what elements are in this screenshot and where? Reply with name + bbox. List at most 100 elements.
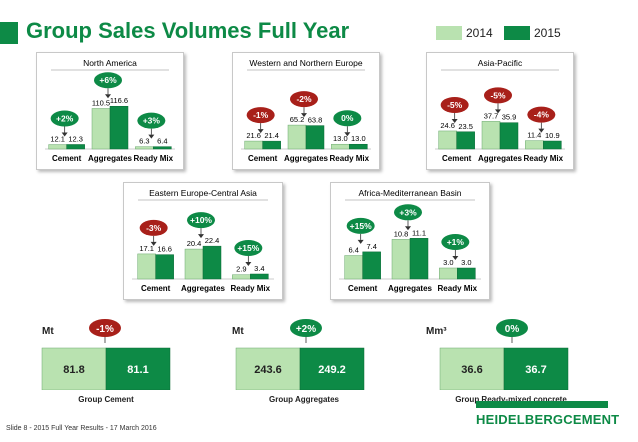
change-badge xyxy=(346,217,375,234)
change-badge-text: -2% xyxy=(296,94,312,104)
group-chart-svg: 243.6 249.2 xyxy=(235,347,365,390)
data-label-2015: 22.4 xyxy=(205,236,220,245)
data-label-2014: 17.1 xyxy=(139,244,154,253)
group-change-badge-svg: -1% xyxy=(89,319,121,343)
unit-group-ready-mix: Mm³ xyxy=(426,326,447,337)
group-value-2015: 81.1 xyxy=(127,364,148,376)
panel-western-northern-europe: Western and Northern Europe 21.6 21.4 Cemen… xyxy=(232,52,380,170)
data-label-2014: 3.0 xyxy=(443,258,453,267)
title-accent-bar xyxy=(0,22,18,44)
change-badge-text: +3% xyxy=(143,116,161,126)
bar-2015 xyxy=(305,125,325,150)
change-badge-text: +15% xyxy=(237,243,259,253)
group-change-badge-svg: 0% xyxy=(496,319,528,343)
unit-group-cement: Mt xyxy=(42,326,54,337)
data-label-2014: 24.6 xyxy=(440,121,455,130)
data-label-2014: 6.4 xyxy=(348,246,358,255)
chart-title: Asia-Pacific xyxy=(478,58,523,68)
data-label-2015: 10.9 xyxy=(545,131,560,140)
unit-group-aggregates: Mt xyxy=(232,326,244,337)
bar-2015 xyxy=(499,122,519,150)
change-badge-text: -5% xyxy=(490,90,506,100)
group-change-badge xyxy=(496,319,528,337)
change-badge xyxy=(246,107,275,124)
change-arrow-head xyxy=(198,234,204,239)
category-label: Cement xyxy=(348,284,378,293)
group-change-badge xyxy=(89,319,121,337)
bar-2014 xyxy=(48,144,67,150)
change-arrow-head xyxy=(538,128,545,133)
bar-2014 xyxy=(391,239,411,280)
bar-2014 xyxy=(91,108,111,150)
change-badge-text: -5% xyxy=(447,100,463,110)
category-label: Ready Mix xyxy=(231,284,271,293)
data-label-2015: 35.9 xyxy=(502,113,517,122)
bar-2015 xyxy=(457,267,476,280)
group-change-text: 0% xyxy=(505,324,520,335)
data-label-2015: 7.4 xyxy=(366,242,376,251)
bar-2015 xyxy=(250,273,269,280)
data-label-2014: 37.7 xyxy=(484,111,499,120)
change-arrow-head xyxy=(105,94,111,99)
bar-2015 xyxy=(456,131,475,150)
group-bar-2014 xyxy=(235,347,301,390)
bar-2014 xyxy=(184,248,204,280)
legend-label-2014: 2014 xyxy=(466,26,493,40)
category-label: Aggregates xyxy=(388,284,433,293)
change-badge xyxy=(290,91,318,108)
category-label: Cement xyxy=(52,154,82,163)
bar-2015 xyxy=(109,105,129,150)
legend-label-2015: 2015 xyxy=(534,26,561,40)
data-label-2014: 11.4 xyxy=(527,131,541,140)
data-label-2014: 110.5 xyxy=(92,98,110,107)
data-label-2014: 21.6 xyxy=(246,131,261,140)
change-badge-text: +1% xyxy=(447,237,465,247)
data-label-2015: 6.4 xyxy=(157,137,167,146)
group-bar-2014 xyxy=(41,347,107,390)
data-label-2015: 116.6 xyxy=(110,96,128,105)
group-value-2014: 243.6 xyxy=(254,364,282,376)
chart-title: Eastern Europe-Central Asia xyxy=(149,188,257,198)
change-arrow-head xyxy=(257,129,264,134)
data-label-2014: 6.3 xyxy=(139,137,149,146)
change-badge-text: +15% xyxy=(350,221,372,231)
group-bar-2015 xyxy=(299,347,365,390)
category-label: Aggregates xyxy=(478,154,523,163)
panel-north-america: North America 12.1 12.3 Cement +2% 110.5 116.6… xyxy=(36,52,184,170)
bar-2015 xyxy=(155,254,174,280)
group-change-badge xyxy=(290,319,322,337)
change-badge xyxy=(333,110,362,127)
change-arrow-head xyxy=(451,118,458,123)
data-label-2014: 12.1 xyxy=(50,135,65,144)
data-label-2015: 23.5 xyxy=(458,122,473,131)
chart-title: North America xyxy=(83,58,137,68)
group-value-2014: 36.6 xyxy=(461,364,482,376)
category-label: Cement xyxy=(248,154,278,163)
data-label-2014: 20.4 xyxy=(187,239,202,248)
group-change-badge-svg: +2% xyxy=(290,319,322,343)
group-label-cement: Group Cement xyxy=(78,395,134,404)
change-badge xyxy=(94,72,122,89)
category-label: Aggregates xyxy=(88,154,133,163)
legend-swatch-2014 xyxy=(436,26,462,40)
bar-2014 xyxy=(438,130,457,150)
change-badge xyxy=(527,106,556,123)
group-change-text: +2% xyxy=(296,324,316,335)
category-label: Cement xyxy=(442,154,472,163)
change-badge-text: -3% xyxy=(146,223,162,233)
bar-2015 xyxy=(349,143,368,150)
change-badge xyxy=(50,110,79,127)
group-value-2015: 36.7 xyxy=(525,364,546,376)
group-panel-ready-mix: 36.6 36.7 xyxy=(436,340,582,390)
change-badge-text: +10% xyxy=(190,215,212,225)
chart-svg: Western and Northern Europe 21.6 21.4 Cemen… xyxy=(241,58,371,163)
group-panel-cement: 81.8 81.1 xyxy=(38,340,184,390)
data-label-2014: 13.0 xyxy=(333,134,348,143)
bar-2014 xyxy=(232,274,251,280)
chart-title: Africa-Mediterranean Basin xyxy=(359,188,462,198)
group-value-2015: 249.2 xyxy=(318,364,346,376)
footer-slide-info: Slide 8 - 2015 Full Year Results - 17 Ma… xyxy=(6,425,157,432)
chart-svg: Asia-Pacific 24.6 23.5 Cement -5% 37.7 35.9 Agg… xyxy=(435,58,565,163)
bar-2015 xyxy=(202,245,222,280)
page-title: Group Sales Volumes Full Year xyxy=(26,18,350,43)
